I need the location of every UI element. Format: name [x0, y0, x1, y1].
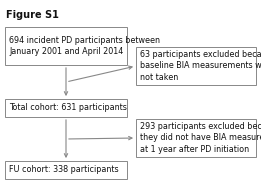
Text: FU cohort: 338 participants: FU cohort: 338 participants: [9, 166, 119, 174]
FancyBboxPatch shape: [136, 47, 256, 85]
Text: 694 incident PD participants between
January 2001 and April 2014: 694 incident PD participants between Jan…: [9, 36, 160, 56]
Text: 293 participants excluded because
they did not have BIA measurements
at 1 year a: 293 participants excluded because they d…: [140, 122, 261, 154]
FancyBboxPatch shape: [5, 161, 127, 179]
Text: Figure S1: Figure S1: [6, 10, 59, 20]
FancyBboxPatch shape: [5, 99, 127, 117]
Text: Total cohort: 631 participants: Total cohort: 631 participants: [9, 103, 127, 113]
FancyBboxPatch shape: [136, 119, 256, 157]
FancyBboxPatch shape: [5, 27, 127, 65]
Text: 63 participants excluded because
baseline BIA measurements were
not taken: 63 participants excluded because baselin…: [140, 50, 261, 82]
